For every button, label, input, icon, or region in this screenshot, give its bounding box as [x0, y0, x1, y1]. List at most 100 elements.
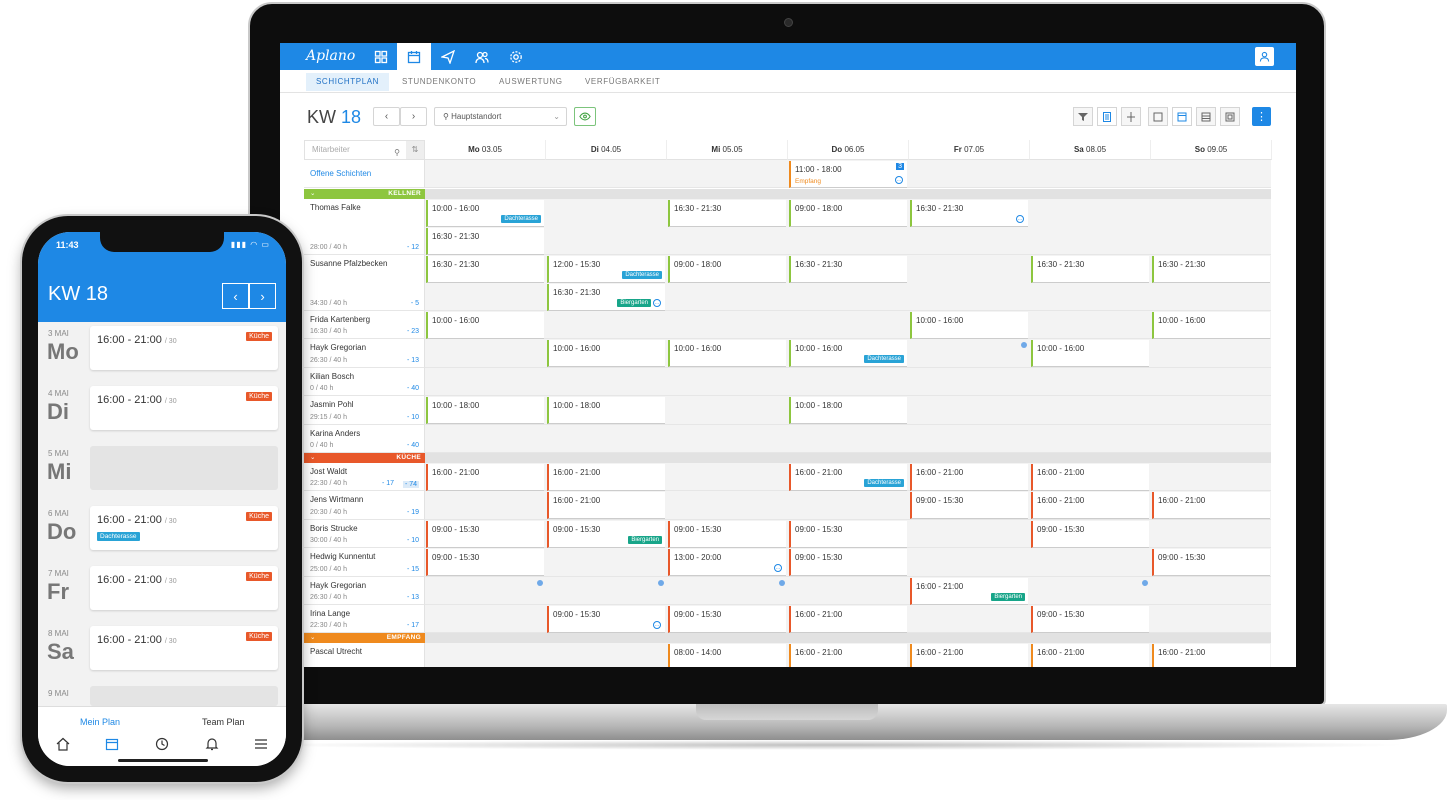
filter-button[interactable]	[1073, 107, 1093, 126]
employee-search[interactable]: Mitarbeiter ⚲ ⇅	[304, 140, 425, 160]
employee-cell[interactable]: Karina Anders 0 / 40 h - 40	[304, 424, 425, 453]
user-profile-icon[interactable]	[1255, 47, 1274, 66]
shift-card[interactable]: 16:00 - 21:00	[547, 464, 665, 491]
phone-shift-card[interactable]	[90, 446, 278, 490]
shift-card[interactable]: 16:00 - 21:00 Biergarten	[910, 577, 1028, 605]
shift-card[interactable]: 09:00 - 15:30	[789, 549, 907, 577]
calendar-icon[interactable]	[397, 43, 431, 70]
shift-card[interactable]: 10:00 - 18:00	[426, 397, 544, 425]
gear-icon[interactable]	[499, 43, 533, 70]
shift-card[interactable]: 09:00 - 15:30	[426, 520, 544, 548]
employee-cell[interactable]: Hayk Gregorian 26:30 / 40 h - 13	[304, 576, 425, 605]
phone-next-week-button[interactable]: ›	[249, 283, 276, 309]
shift-card[interactable]: 16:00 - 21:00	[910, 464, 1028, 491]
next-week-button[interactable]: ›	[400, 107, 427, 126]
shift-card[interactable]: 09:00 - 15:30	[1031, 606, 1149, 633]
compress-button[interactable]	[1121, 107, 1141, 126]
employee-cell[interactable]: Susanne Pfalzbecken 34:30 / 40 h - 5	[304, 255, 425, 311]
group-label-kueche[interactable]: ⌄ KÜCHE	[304, 453, 425, 463]
shift-card[interactable]: 12:00 - 15:30 Dachterasse	[547, 256, 665, 283]
open-shifts-row[interactable]: Offene Schichten	[304, 160, 425, 188]
shift-card[interactable]: 10:00 - 18:00	[789, 397, 907, 425]
shift-card[interactable]: 09:00 - 18:00	[668, 256, 786, 283]
dashboard-icon[interactable]	[364, 43, 398, 70]
week-view-button[interactable]	[1172, 107, 1192, 126]
phone-shift-card[interactable]: 16:00 - 21:00 / 30 Küche Dachterasse	[90, 506, 278, 550]
shift-card[interactable]: 09:00 - 15:30	[789, 520, 907, 548]
location-select[interactable]: ⚲ Hauptstandort ⌄	[434, 107, 567, 126]
chevron-down-icon[interactable]: ⌄	[310, 634, 316, 642]
shift-card[interactable]: 10:00 - 16:00	[668, 340, 786, 368]
shift-card[interactable]: 16:00 - 21:00	[1031, 644, 1149, 667]
shift-card[interactable]: 09:00 - 15:30	[910, 492, 1028, 520]
shift-card[interactable]: 16:30 - 21:30…	[910, 200, 1028, 227]
shift-card[interactable]: 10:00 - 16:00	[1152, 312, 1270, 339]
shift-card[interactable]: 13:00 - 20:00…	[668, 549, 786, 577]
chevron-down-icon[interactable]: ⌄	[310, 454, 316, 461]
shift-card[interactable]: 16:00 - 21:00	[1152, 492, 1270, 520]
tab-team-plan[interactable]: Team Plan	[202, 717, 245, 727]
home-icon[interactable]	[56, 737, 70, 751]
group-label-empfang[interactable]: ⌄ EMPFANG	[304, 633, 425, 644]
shift-card[interactable]: 16:30 - 21:30	[426, 228, 544, 255]
shift-card[interactable]: 16:30 - 21:30	[1152, 256, 1270, 283]
shift-card[interactable]: 16:00 - 21:00 Dachterasse	[789, 464, 907, 491]
phone-shift-card[interactable]	[90, 686, 278, 706]
shift-card[interactable]: 10:00 - 16:00	[426, 312, 544, 339]
shift-card[interactable]: 10:00 - 16:00	[1031, 340, 1149, 368]
timeline-view-button[interactable]	[1220, 107, 1240, 126]
shift-card[interactable]: 09:00 - 15:30…	[547, 606, 665, 633]
calendar-icon[interactable]	[105, 737, 119, 751]
shift-card[interactable]: 09:00 - 15:30 Biergarten	[547, 520, 665, 548]
shift-card[interactable]: 09:00 - 15:30	[426, 549, 544, 577]
phone-shift-card[interactable]: 16:00 - 21:00 / 30 Küche	[90, 626, 278, 670]
shift-card[interactable]: 10:00 - 16:00 Dachterasse	[426, 200, 544, 227]
tab-mein-plan[interactable]: Mein Plan	[80, 717, 121, 727]
clock-icon[interactable]	[155, 737, 169, 751]
users-icon[interactable]	[465, 43, 499, 70]
employee-cell[interactable]: Pascal Utrecht	[304, 643, 425, 667]
shift-card[interactable]: 09:00 - 18:00	[789, 200, 907, 227]
employee-cell[interactable]: Jens Wirtmann 20:30 / 40 h - 19	[304, 491, 425, 520]
phone-prev-week-button[interactable]: ‹	[222, 283, 249, 309]
visibility-toggle-button[interactable]	[574, 107, 596, 126]
prev-week-button[interactable]: ‹	[373, 107, 400, 126]
tab-verfuegbarkeit[interactable]: VERFÜGBARKEIT	[585, 77, 661, 86]
bell-icon[interactable]	[205, 737, 219, 751]
shift-card[interactable]: 16:30 - 21:30	[1031, 256, 1149, 283]
shift-card[interactable]: 16:00 - 21:00	[789, 606, 907, 633]
shift-card[interactable]: 08:00 - 14:00	[668, 644, 786, 667]
shift-card[interactable]: 10:00 - 18:00	[547, 397, 665, 425]
shift-card[interactable]: 16:00 - 21:00	[547, 492, 665, 520]
list-view-button[interactable]	[1097, 107, 1117, 126]
shift-card[interactable]: 10:00 - 16:00	[547, 340, 665, 368]
shift-card[interactable]: 09:00 - 15:30	[1152, 549, 1270, 577]
day-view-button[interactable]	[1148, 107, 1168, 126]
tab-stundenkonto[interactable]: STUNDENKONTO	[402, 77, 477, 86]
open-shifts-label[interactable]: Offene Schichten	[310, 169, 372, 178]
month-view-button[interactable]	[1196, 107, 1216, 126]
employee-cell[interactable]: Frida Kartenberg 16:30 / 40 h - 23	[304, 311, 425, 340]
phone-shift-card[interactable]: 16:00 - 21:00 / 30 Küche	[90, 326, 278, 370]
shift-card[interactable]: 16:00 - 21:00	[910, 644, 1028, 667]
tab-schichtplan[interactable]: SCHICHTPLAN	[306, 73, 390, 91]
shift-card[interactable]: 16:30 - 21:30	[789, 256, 907, 283]
more-options-button[interactable]: ⋮	[1252, 107, 1271, 126]
employee-cell[interactable]: Jasmin Pohl 29:15 / 40 h - 10	[304, 396, 425, 425]
chevron-down-icon[interactable]: ⌄	[310, 190, 316, 197]
shift-card[interactable]: 16:00 - 21:00	[426, 464, 544, 491]
employee-cell[interactable]: Irina Lange 22:30 / 40 h - 17	[304, 605, 425, 634]
shift-card[interactable]: 09:00 - 15:30	[668, 606, 786, 633]
employee-cell[interactable]: Hayk Gregorian 26:30 / 40 h - 13	[304, 339, 425, 368]
employee-cell[interactable]: Hedwig Kunnentut 25:00 / 40 h - 15	[304, 548, 425, 577]
tab-auswertung[interactable]: AUSWERTUNG	[499, 77, 563, 86]
shift-card[interactable]: 16:00 - 21:00	[1031, 492, 1149, 520]
phone-shift-card[interactable]: 16:00 - 21:00 / 30 Küche	[90, 386, 278, 430]
plane-icon[interactable]	[431, 43, 465, 70]
shift-card[interactable]: 16:30 - 21:30	[426, 256, 544, 283]
employee-cell[interactable]: Jost Waldt 22:30 / 40 h - 17 - 74	[304, 463, 425, 492]
sort-icon[interactable]: ⇅	[406, 141, 424, 159]
shift-card[interactable]: 16:30 - 21:30	[668, 200, 786, 227]
app-logo[interactable]: Aplano	[306, 48, 356, 64]
shift-card[interactable]: 09:00 - 15:30	[668, 520, 786, 548]
